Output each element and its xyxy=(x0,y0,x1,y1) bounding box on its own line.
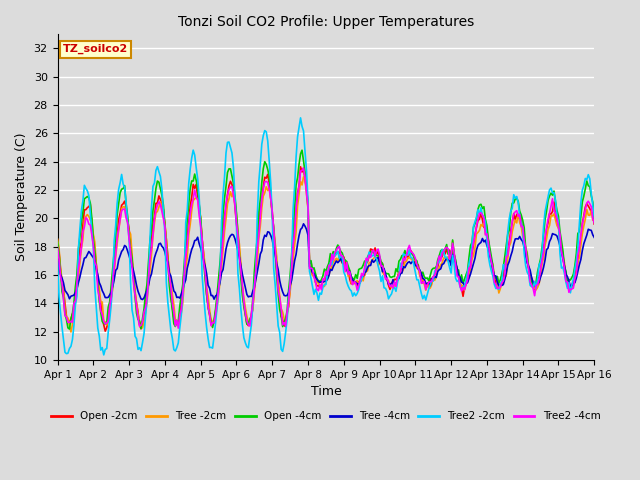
Text: TZ_soilco2: TZ_soilco2 xyxy=(63,44,128,54)
Title: Tonzi Soil CO2 Profile: Upper Temperatures: Tonzi Soil CO2 Profile: Upper Temperatur… xyxy=(178,15,474,29)
Legend: Open -2cm, Tree -2cm, Open -4cm, Tree -4cm, Tree2 -2cm, Tree2 -4cm: Open -2cm, Tree -2cm, Open -4cm, Tree -4… xyxy=(47,408,605,426)
Y-axis label: Soil Temperature (C): Soil Temperature (C) xyxy=(15,133,28,261)
X-axis label: Time: Time xyxy=(310,385,341,398)
